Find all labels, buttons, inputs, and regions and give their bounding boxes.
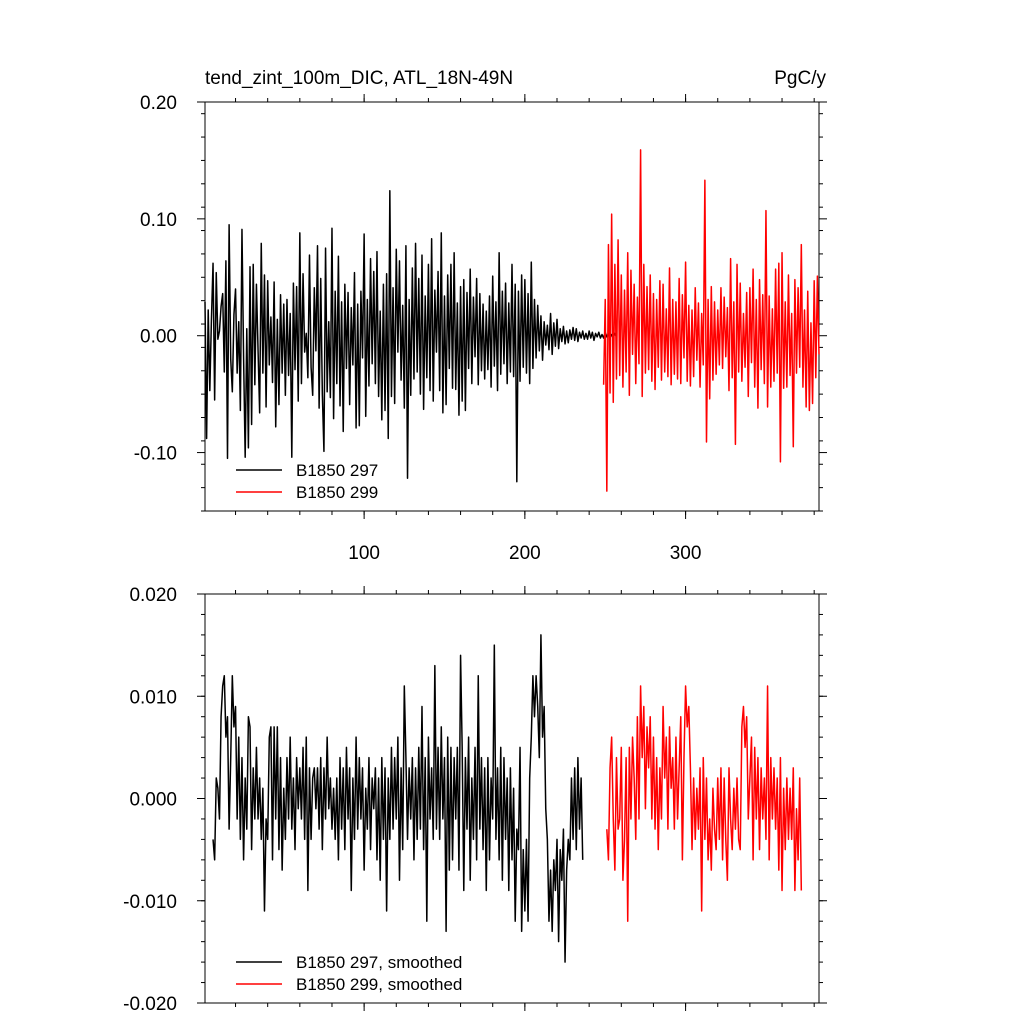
- series-lines: [204, 149, 820, 492]
- y-tick-label: 0.10: [140, 210, 177, 231]
- y-tick-label: 0.020: [129, 585, 177, 606]
- y-tick-label: 0.000: [129, 790, 177, 811]
- series-line-1: [606, 685, 803, 922]
- plot-frame: [204, 593, 820, 1004]
- y-tick-label: 0.00: [140, 327, 177, 348]
- legend-label: B1850 299: [296, 483, 378, 502]
- legend: B1850 297 B1850 299: [236, 461, 378, 502]
- y-tick-label: -0.10: [134, 444, 177, 465]
- legend: B1850 297, smoothed B1850 299, smoothed: [236, 953, 462, 994]
- x-tick-label: 200: [509, 543, 541, 564]
- y-tick-label: -0.010: [123, 892, 177, 913]
- legend-label: B1850 297, smoothed: [296, 953, 462, 972]
- legend-label: B1850 299, smoothed: [296, 975, 462, 994]
- y-tick-label: -0.020: [123, 994, 177, 1015]
- top-chart: tend_zint_100m_DIC, ATL_18N-49N PgC/y -0…: [134, 68, 827, 564]
- series-line-1: [602, 149, 820, 492]
- x-tick-label: 100: [348, 543, 380, 564]
- y-tick-label: 0.010: [129, 687, 177, 708]
- legend-label: B1850 297: [296, 461, 378, 480]
- series-line-0: [204, 190, 618, 483]
- chart-title: tend_zint_100m_DIC, ATL_18N-49N: [205, 68, 513, 89]
- y-tick-label: 0.20: [140, 93, 177, 114]
- series-line-0: [212, 634, 584, 963]
- x-tick-label: 300: [670, 543, 702, 564]
- tick-labels: -0.10 0.00 0.10 0.20 100 200 300: [134, 93, 702, 564]
- bottom-chart: -0.020 -0.010 0.000 0.010 0.020 B1850 297, s…: [123, 585, 827, 1015]
- series-lines: [212, 634, 803, 963]
- axis-ticks: [197, 586, 827, 1011]
- axis-ticks: [197, 94, 827, 519]
- tick-labels: -0.020 -0.010 0.000 0.010 0.020: [123, 585, 177, 1015]
- chart-units: PgC/y: [774, 68, 826, 89]
